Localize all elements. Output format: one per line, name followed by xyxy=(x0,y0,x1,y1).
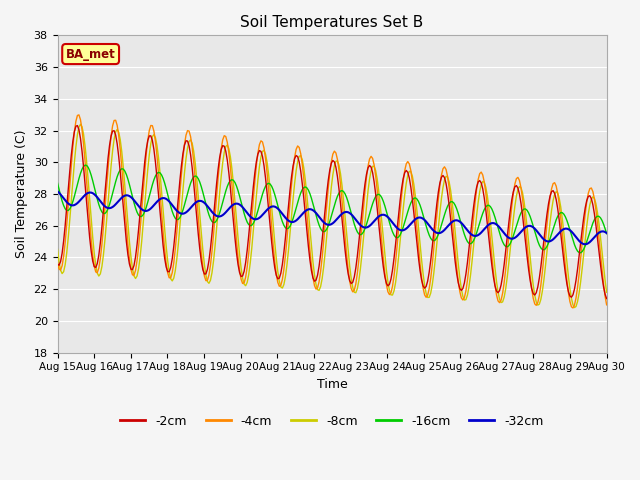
X-axis label: Time: Time xyxy=(317,378,348,391)
Y-axis label: Soil Temperature (C): Soil Temperature (C) xyxy=(15,130,28,258)
Title: Soil Temperatures Set B: Soil Temperatures Set B xyxy=(241,15,424,30)
Text: BA_met: BA_met xyxy=(66,48,115,60)
Legend: -2cm, -4cm, -8cm, -16cm, -32cm: -2cm, -4cm, -8cm, -16cm, -32cm xyxy=(115,409,548,432)
